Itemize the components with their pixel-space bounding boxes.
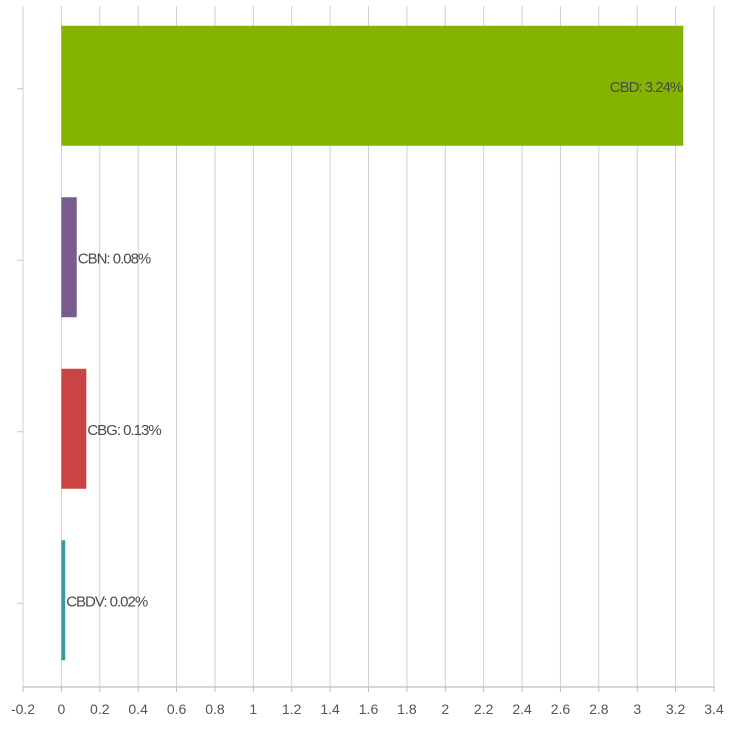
data-label-cbd: CBD: 3.24% bbox=[610, 79, 683, 96]
x-tick-label: 2.8 bbox=[589, 701, 609, 717]
x-tick-label: 1.2 bbox=[282, 701, 302, 717]
x-tick-label: 0.2 bbox=[90, 701, 110, 717]
data-labels: CBD: 3.24% CBN: 0.08% CBG: 0.13% CBDV: 0.02… bbox=[66, 79, 684, 611]
x-tick-label: 1.8 bbox=[397, 701, 417, 717]
bar-cbd bbox=[61, 25, 684, 146]
x-tick-label: 0 bbox=[57, 701, 65, 717]
x-tick-label: 2.2 bbox=[474, 701, 494, 717]
y-axis bbox=[17, 88, 23, 604]
x-tick-label: 2.4 bbox=[512, 701, 532, 717]
data-label-cbn: CBN: 0.08% bbox=[78, 250, 151, 267]
x-axis: -0.2 0 0.2 0.4 0.6 0.8 1 1.2 1.4 1.6 1.8 2 2.2 2.4 2.6… bbox=[11, 686, 724, 717]
bars bbox=[61, 25, 684, 661]
bar-cbn bbox=[61, 197, 77, 318]
x-tick-label: 0.4 bbox=[128, 701, 148, 717]
x-tick-label: 3.2 bbox=[666, 701, 686, 717]
x-tick-label: 0.6 bbox=[167, 701, 187, 717]
x-tick-label: 1 bbox=[249, 701, 257, 717]
x-tick-label: 2.6 bbox=[551, 701, 571, 717]
x-tick-label: 3 bbox=[633, 701, 641, 717]
x-tick-label: 3.4 bbox=[704, 701, 724, 717]
bar-cbg bbox=[61, 368, 87, 489]
x-tick-label: 2 bbox=[441, 701, 449, 717]
x-tick-label: 1.4 bbox=[320, 701, 340, 717]
data-label-cbdv: CBDV: 0.02% bbox=[66, 593, 148, 610]
data-label-cbg: CBG: 0.13% bbox=[87, 422, 161, 439]
x-tick-label: -0.2 bbox=[11, 701, 35, 717]
bar-cbdv bbox=[61, 540, 66, 661]
x-tick-label: 0.8 bbox=[205, 701, 225, 717]
x-tick-label: 1.6 bbox=[359, 701, 379, 717]
